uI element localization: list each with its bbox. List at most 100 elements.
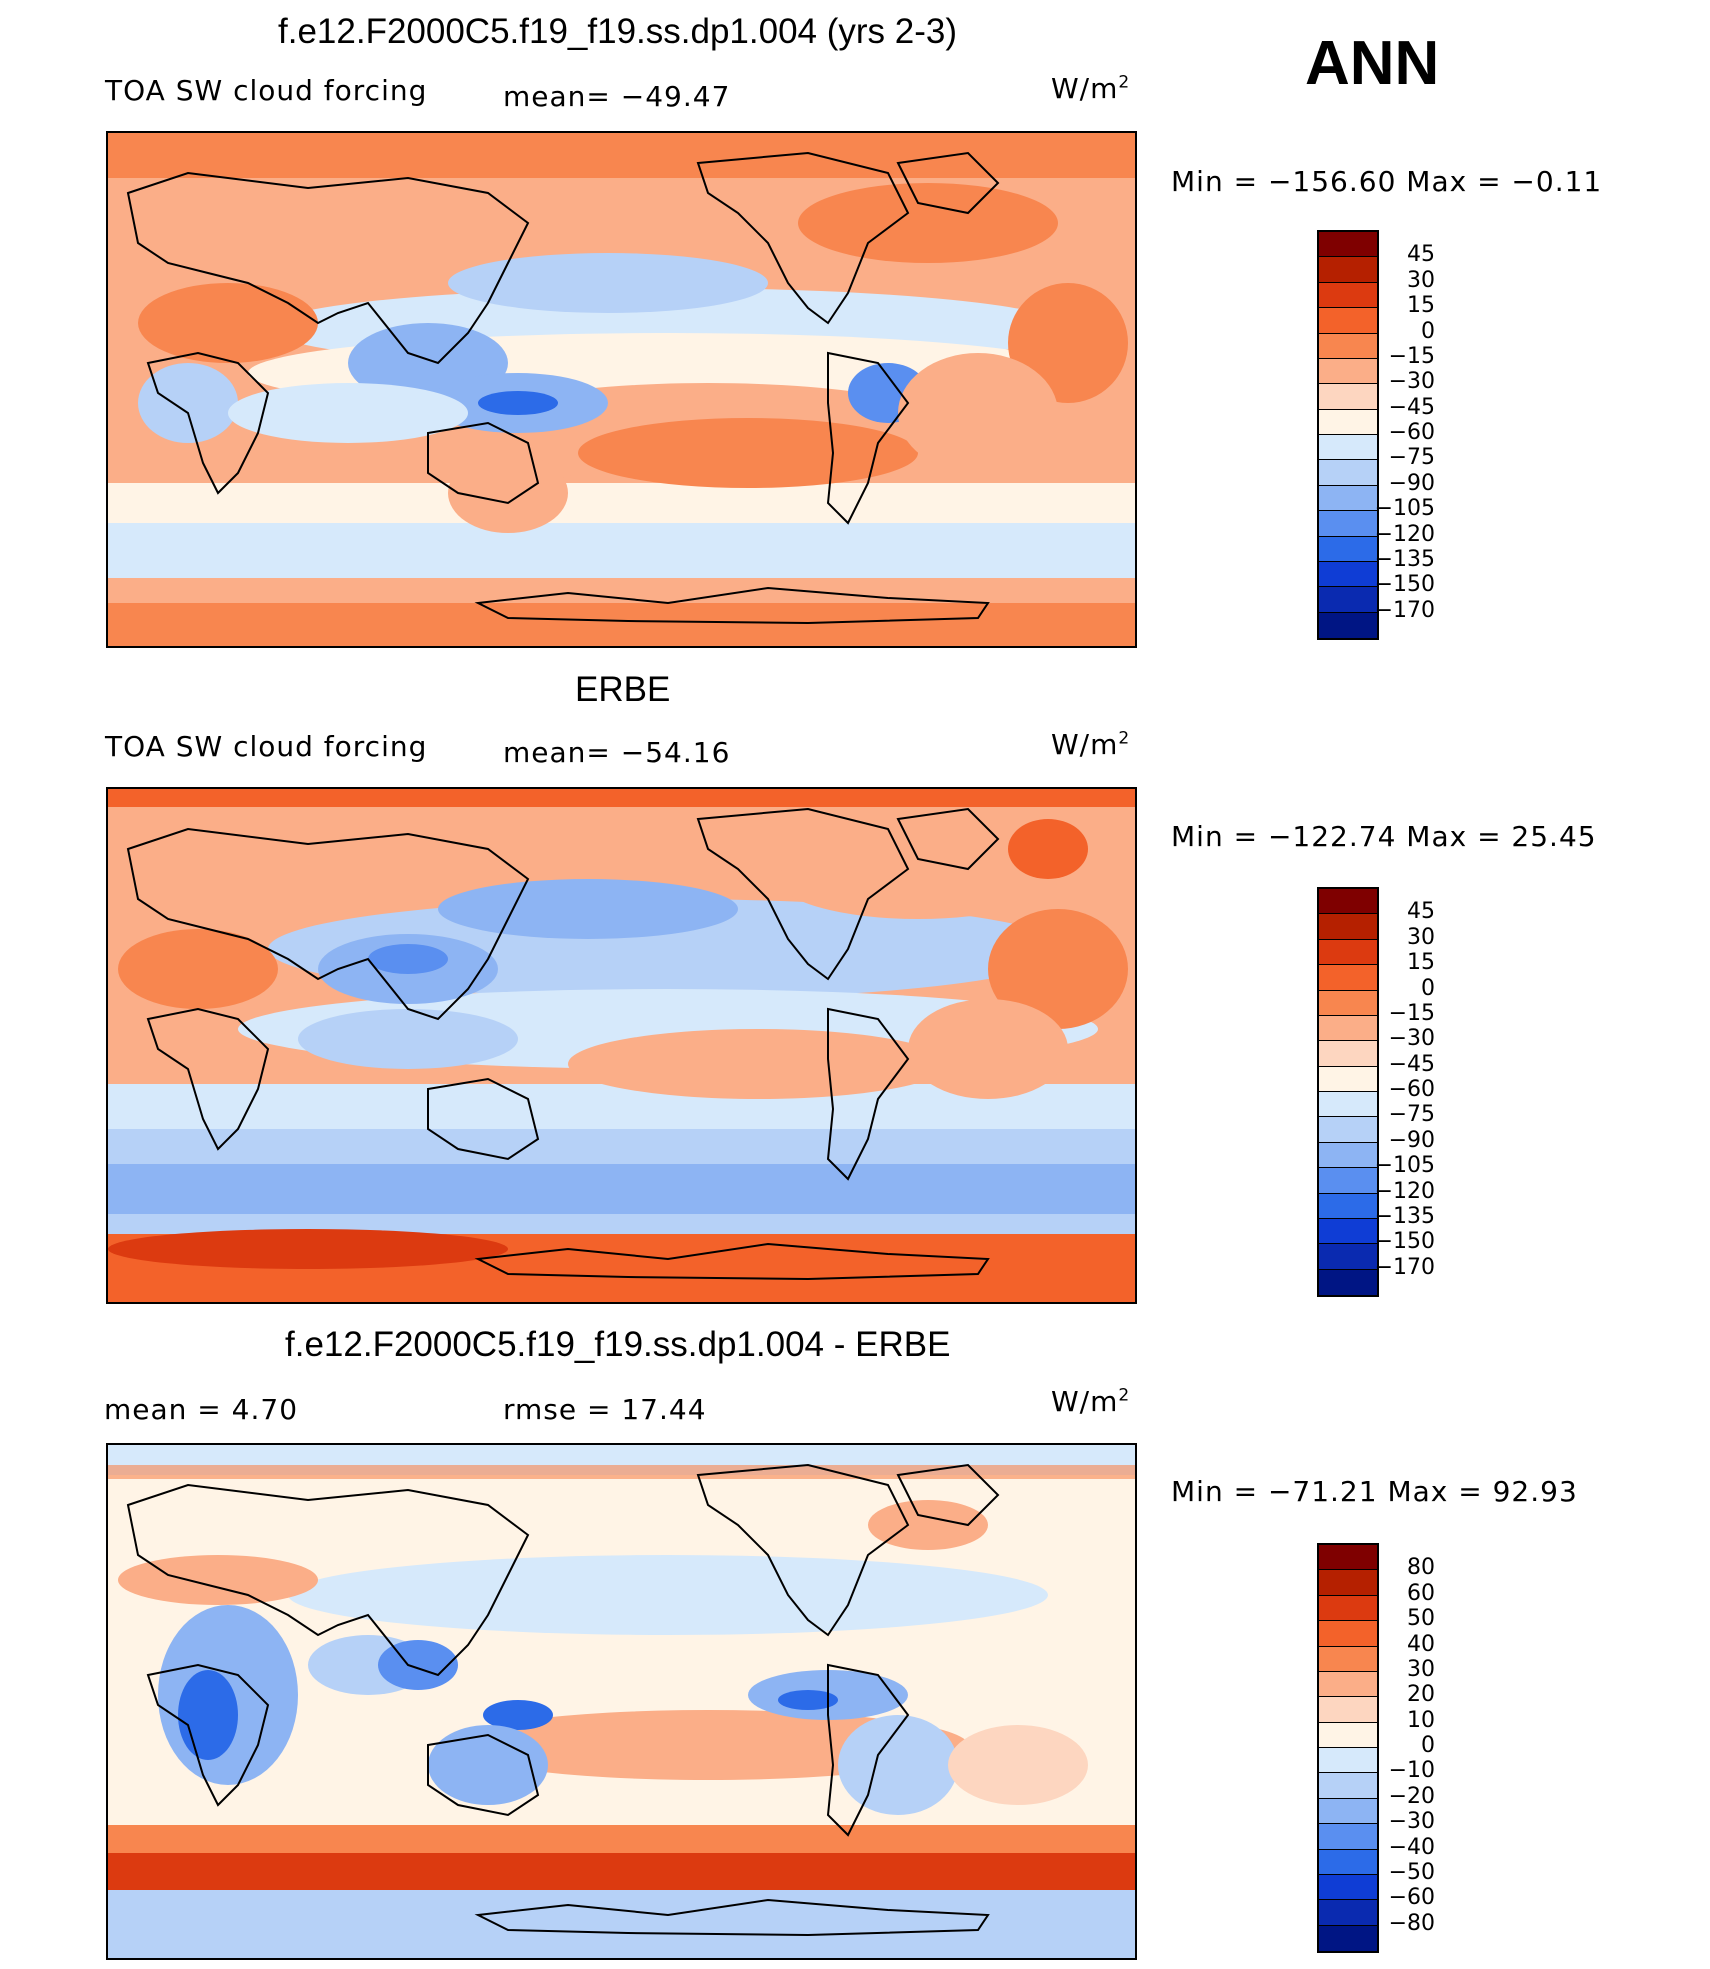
colorbar-label: 30 <box>1407 924 1435 950</box>
colorbar-swatch <box>1319 257 1377 283</box>
colorbar-label: 45 <box>1407 242 1435 268</box>
colorbar-label: −105 <box>1374 496 1435 522</box>
panel-1-map <box>106 131 1137 648</box>
colorbar-label: 60 <box>1407 1580 1435 1606</box>
panel-3-colorbar <box>1317 1543 1379 1953</box>
panel-3-units: W/m2 <box>1051 1385 1131 1418</box>
colorbar-label: 80 <box>1407 1555 1435 1581</box>
colorbar-label: −120 <box>1374 1178 1435 1204</box>
colorbar-swatch <box>1319 587 1377 613</box>
colorbar-swatch <box>1319 460 1377 486</box>
colorbar-label: 0 <box>1421 975 1435 1001</box>
colorbar-label: −150 <box>1374 572 1435 598</box>
colorbar-label: 0 <box>1421 318 1435 344</box>
colorbar-swatch <box>1319 435 1377 461</box>
colorbar-label: −60 <box>1388 1077 1435 1102</box>
colorbar-swatch <box>1319 485 1377 512</box>
panel-1-title: f.e12.F2000C5.f19_f19.ss.dp1.004 (yrs 2-… <box>278 12 958 51</box>
panel-3-rmse-label: rmse = 17.44 <box>503 1393 707 1426</box>
colorbar-swatch <box>1319 1117 1377 1143</box>
colorbar-swatch <box>1319 282 1377 309</box>
colorbar-label: −40 <box>1388 1834 1435 1860</box>
colorbar-label: −30 <box>1388 369 1435 395</box>
colorbar-label: −170 <box>1374 597 1435 623</box>
colorbar-swatch <box>1319 1748 1377 1774</box>
colorbar-swatch <box>1319 1824 1377 1850</box>
colorbar-swatch <box>1319 1041 1377 1067</box>
colorbar-swatch <box>1319 1168 1377 1194</box>
colorbar-label: −30 <box>1388 1809 1435 1835</box>
colorbar-swatch <box>1319 1066 1377 1092</box>
colorbar-label: −60 <box>1388 420 1435 445</box>
colorbar-label: −75 <box>1388 445 1435 471</box>
colorbar-swatch <box>1319 1244 1377 1270</box>
panel-2-field-label: TOA SW cloud forcing <box>105 730 428 763</box>
panel-2-minmax: Min = −122.74 Max = 25.45 <box>1171 820 1597 853</box>
colorbar-swatch <box>1319 1697 1377 1723</box>
panel-1-colorbar <box>1317 230 1379 640</box>
colorbar-label: 30 <box>1407 1656 1435 1682</box>
colorbar-label: −135 <box>1374 546 1435 572</box>
colorbar-swatch <box>1319 232 1377 258</box>
colorbar-label: 50 <box>1407 1606 1435 1632</box>
colorbar-swatch <box>1319 612 1377 638</box>
panel-3-minmax: Min = −71.21 Max = 92.93 <box>1171 1475 1578 1508</box>
colorbar-swatch <box>1319 1773 1377 1799</box>
colorbar-label: −20 <box>1388 1783 1435 1809</box>
panel-1-units: W/m2 <box>1051 72 1131 105</box>
panel-1-minmax: Min = −156.60 Max = −0.11 <box>1171 165 1603 198</box>
panel-3-map <box>106 1443 1137 1960</box>
colorbar-label: −120 <box>1374 521 1435 547</box>
colorbar-label: −15 <box>1388 343 1435 369</box>
panel-1-mean-label: mean= −49.47 <box>503 80 731 113</box>
colorbar-swatch <box>1319 358 1377 385</box>
colorbar-swatch <box>1319 308 1377 334</box>
colorbar-swatch <box>1319 1849 1377 1875</box>
colorbar-label: 30 <box>1407 267 1435 293</box>
colorbar-label: −135 <box>1374 1203 1435 1229</box>
colorbar-label: −15 <box>1388 1000 1435 1026</box>
colorbar-swatch <box>1319 1015 1377 1042</box>
colorbar-label: −80 <box>1388 1910 1435 1936</box>
colorbar-swatch <box>1319 333 1377 359</box>
panel-1-field-label: TOA SW cloud forcing <box>105 74 428 107</box>
panel-2-units: W/m2 <box>1051 728 1131 761</box>
colorbar-swatch <box>1319 1142 1377 1169</box>
colorbar-swatch <box>1319 1646 1377 1672</box>
panel-2-title: ERBE <box>575 670 671 709</box>
colorbar-swatch <box>1319 561 1377 588</box>
colorbar-label: 45 <box>1407 899 1435 925</box>
colorbar-label: −170 <box>1374 1254 1435 1280</box>
colorbar-label: −30 <box>1388 1026 1435 1052</box>
colorbar-label: −90 <box>1388 1127 1435 1153</box>
colorbar-swatch <box>1319 1722 1377 1748</box>
colorbar-swatch <box>1319 536 1377 562</box>
colorbar-label: −10 <box>1388 1758 1435 1784</box>
colorbar-label: −75 <box>1388 1102 1435 1128</box>
colorbar-swatch <box>1319 965 1377 991</box>
colorbar-swatch <box>1319 1671 1377 1698</box>
colorbar-label: −150 <box>1374 1229 1435 1255</box>
colorbar-swatch <box>1319 1545 1377 1571</box>
colorbar-label: 0 <box>1421 1733 1435 1758</box>
season-label: ANN <box>1305 29 1440 98</box>
panel-2-colorbar <box>1317 887 1379 1297</box>
colorbar-label: 10 <box>1407 1707 1435 1733</box>
colorbar-label: 20 <box>1407 1682 1435 1708</box>
panel-3-mean-label: mean = 4.70 <box>104 1393 299 1426</box>
colorbar-label: −90 <box>1388 470 1435 496</box>
colorbar-swatch <box>1319 1269 1377 1295</box>
colorbar-label: 15 <box>1407 950 1435 976</box>
colorbar-swatch <box>1319 1925 1377 1951</box>
colorbar-swatch <box>1319 1092 1377 1118</box>
colorbar-swatch <box>1319 1798 1377 1825</box>
colorbar-swatch <box>1319 409 1377 435</box>
colorbar-swatch <box>1319 511 1377 537</box>
colorbar-label: 40 <box>1407 1631 1435 1657</box>
colorbar-label: −45 <box>1388 1051 1435 1077</box>
colorbar-swatch <box>1319 1218 1377 1245</box>
colorbar-swatch <box>1319 939 1377 966</box>
colorbar-swatch <box>1319 1595 1377 1622</box>
colorbar-swatch <box>1319 1900 1377 1926</box>
colorbar-swatch <box>1319 384 1377 410</box>
